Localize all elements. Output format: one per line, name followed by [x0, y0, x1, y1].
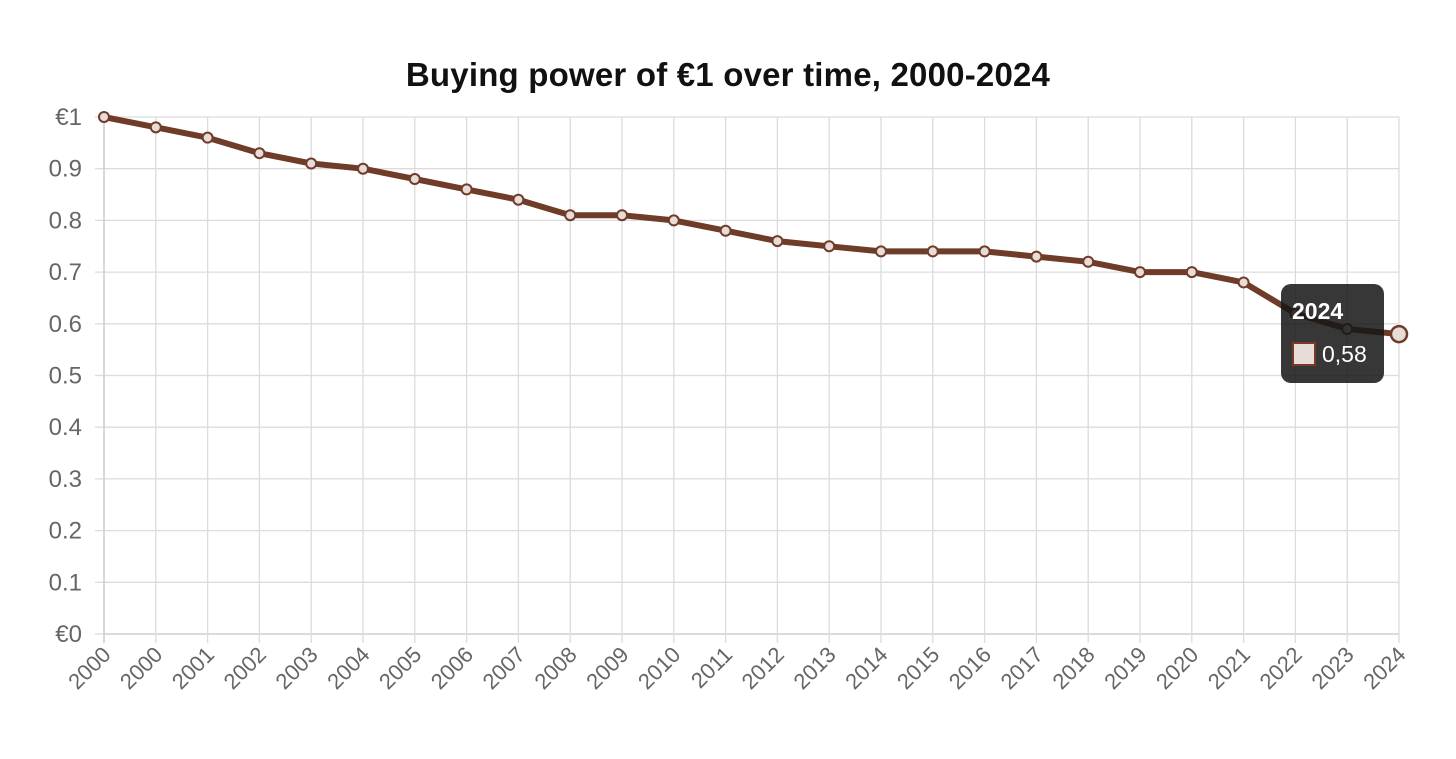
- y-tick-label: 0.5: [49, 363, 82, 390]
- x-tick-label: 2017: [996, 642, 1048, 694]
- series-line: [101, 114, 1402, 338]
- x-tick-label: 2011: [686, 642, 737, 693]
- data-point: [460, 183, 473, 196]
- data-point: [823, 240, 836, 253]
- x-tick-label: 2021: [1203, 642, 1255, 694]
- x-tick-label: 2013: [788, 642, 840, 694]
- data-point: [357, 162, 369, 175]
- x-tick-label: 2010: [633, 642, 685, 694]
- y-tick-label: 0.2: [49, 518, 82, 545]
- data-point: [926, 245, 939, 258]
- data-point: [1134, 266, 1146, 279]
- x-tick-label: 2006: [426, 642, 478, 694]
- x-tick-label: 2001: [167, 642, 219, 694]
- x-tick-label: 2023: [1306, 642, 1358, 694]
- y-tick-label: 0.8: [49, 207, 82, 234]
- data-point: [1389, 324, 1409, 344]
- data-point: [1082, 255, 1095, 268]
- y-tick-label: 0.7: [49, 259, 82, 286]
- x-tick-label: 2022: [1255, 642, 1307, 694]
- x-tick-label: 2000: [115, 642, 167, 694]
- data-point: [1237, 276, 1250, 289]
- chart-title: Buying power of €1 over time, 2000-2024: [405, 56, 1051, 93]
- x-tick-label: 2004: [322, 642, 374, 694]
- x-tick-label: 2020: [1151, 642, 1203, 694]
- y-tick-label: 0.6: [49, 311, 82, 338]
- data-point: [305, 157, 318, 170]
- data-point: [408, 173, 421, 186]
- y-tick-label: 0.3: [49, 466, 82, 493]
- x-tick-label: 2012: [737, 642, 789, 694]
- y-tick-label: €1: [55, 104, 82, 131]
- data-point: [1185, 266, 1198, 279]
- x-tick-label: 2003: [270, 642, 322, 694]
- x-tick-label: 2024: [1358, 642, 1410, 694]
- x-tick-label: 2000: [63, 642, 115, 694]
- data-point: [771, 235, 784, 248]
- x-tick-label: 2019: [1099, 642, 1151, 694]
- data-point: [512, 193, 525, 206]
- data-point: [564, 209, 577, 222]
- data-point: [98, 111, 110, 123]
- data-tooltip: 2024 0,58: [1281, 284, 1384, 383]
- x-tick-label: 2015: [892, 642, 944, 694]
- tooltip-value: 0,58: [1322, 341, 1367, 367]
- y-tick-label: €0: [55, 621, 82, 648]
- x-tick-label: 2014: [840, 642, 892, 694]
- x-tick-label: 2018: [1047, 642, 1099, 694]
- x-tick-label: 2009: [581, 642, 633, 694]
- tooltip-title: 2024: [1292, 298, 1344, 324]
- x-tick-label: 2016: [944, 642, 996, 694]
- data-point: [253, 147, 266, 160]
- x-tick-label: 2005: [374, 642, 426, 694]
- data-point: [719, 224, 732, 237]
- y-tick-label: 0.4: [49, 414, 82, 441]
- data-point: [875, 245, 887, 258]
- data-point: [616, 209, 628, 222]
- x-tick-label: 2002: [219, 642, 271, 694]
- x-tick-label: 2007: [478, 642, 530, 694]
- tooltip-swatch: [1292, 342, 1316, 366]
- data-point: [667, 214, 680, 227]
- data-point: [149, 121, 162, 134]
- data-point: [978, 245, 991, 258]
- data-point: [201, 131, 214, 144]
- x-tick-label: 2008: [529, 642, 581, 694]
- y-tick-label: 0.1: [49, 569, 82, 596]
- y-tick-label: 0.9: [49, 156, 82, 183]
- data-point: [1030, 250, 1043, 263]
